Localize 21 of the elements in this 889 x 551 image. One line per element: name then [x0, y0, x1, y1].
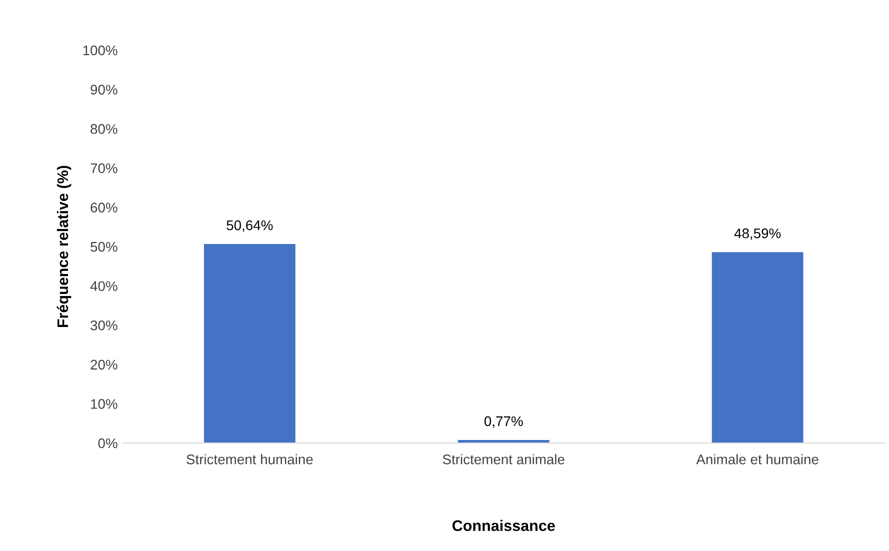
- data-label: 0,77%: [484, 416, 523, 428]
- y-tick-label: 80%: [90, 124, 118, 134]
- y-tick-label: 0%: [98, 438, 118, 448]
- y-tick-label: 100%: [83, 45, 118, 56]
- y-tick-label: 30%: [90, 320, 118, 330]
- x-tick-label: Animale et humaine: [696, 454, 818, 464]
- bar: [204, 244, 296, 444]
- x-axis-title: Connaissance: [452, 520, 555, 532]
- data-label: 50,64%: [226, 220, 273, 232]
- bar: [712, 252, 804, 444]
- y-tick-label: 90%: [90, 84, 118, 95]
- y-tick-label: 20%: [90, 360, 118, 370]
- y-tick-label: 50%: [90, 242, 118, 252]
- x-tick-label: Strictement animale: [442, 454, 564, 464]
- x-tick-label: Strictement humaine: [186, 454, 313, 464]
- y-tick-label: 60%: [90, 202, 118, 212]
- y-tick-label: 40%: [90, 281, 118, 292]
- y-tick-label: 10%: [91, 399, 118, 409]
- data-label: 48,59%: [734, 228, 781, 240]
- y-tick-label: 70%: [90, 163, 118, 174]
- y-axis-title: Fréquence relative (%): [56, 166, 72, 328]
